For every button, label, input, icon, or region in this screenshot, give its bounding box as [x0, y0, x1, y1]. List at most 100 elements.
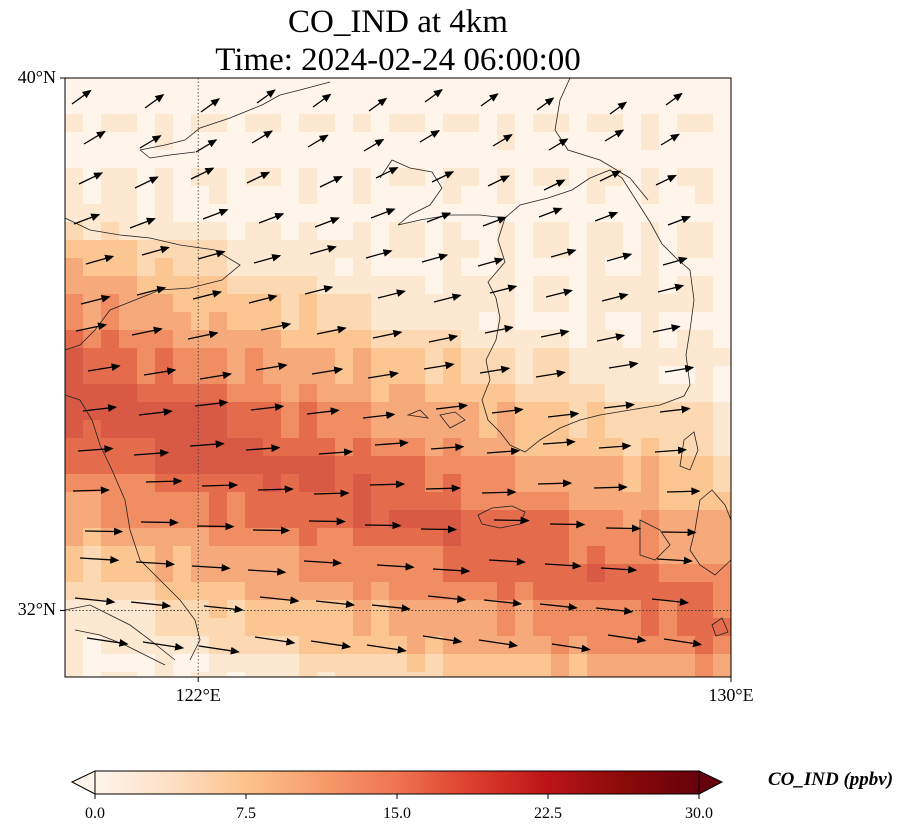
field-cell	[209, 168, 228, 187]
field-cell	[137, 654, 156, 673]
field-cell	[551, 312, 570, 331]
field-cell	[299, 168, 318, 187]
field-cell	[173, 132, 192, 151]
field-cell	[281, 366, 300, 385]
field-cell	[83, 276, 102, 295]
field-cell	[101, 402, 120, 421]
wind-vector	[421, 253, 449, 263]
wind-vector	[492, 134, 513, 147]
wind-vector	[368, 97, 388, 112]
field-cell	[119, 402, 138, 421]
field-cell	[137, 258, 156, 277]
field-cell	[569, 510, 588, 529]
field-cell	[227, 294, 246, 313]
field-cell	[605, 186, 624, 205]
field-cell	[227, 222, 246, 241]
field-cell	[407, 132, 426, 151]
field-cell	[299, 384, 318, 403]
field-cell	[515, 582, 534, 601]
wind-vector	[430, 443, 465, 452]
field-cell	[677, 636, 696, 655]
wind-vector	[131, 326, 163, 336]
field-cell	[407, 582, 426, 601]
field-cell	[191, 132, 210, 151]
field-cell	[173, 150, 192, 169]
field-cell	[245, 636, 264, 655]
wind-vector	[256, 89, 276, 104]
field-cell	[227, 384, 246, 403]
field-cell	[533, 78, 552, 97]
field-cell	[371, 114, 390, 133]
field-cell	[101, 204, 120, 223]
field-cell	[173, 222, 192, 241]
field-cell	[713, 438, 731, 457]
wind-vector	[80, 294, 111, 305]
field-cell	[155, 474, 174, 493]
wind-vector	[258, 213, 285, 224]
field-cell	[551, 438, 570, 457]
field-cell	[371, 672, 390, 677]
field-cell	[209, 528, 228, 547]
field-cell	[623, 258, 642, 277]
field-cell	[209, 474, 228, 493]
field-cell	[569, 150, 588, 169]
field-cell	[443, 132, 462, 151]
field-cell	[65, 312, 84, 331]
field-cell	[137, 618, 156, 637]
field-cell	[245, 384, 264, 403]
field-cell	[425, 654, 444, 673]
field-cell	[623, 276, 642, 295]
field-cell	[461, 438, 480, 457]
field-cell	[173, 582, 192, 601]
field-cell	[623, 510, 642, 529]
field-cell	[713, 384, 731, 403]
field-cell	[137, 564, 156, 583]
field-cell	[371, 546, 390, 565]
field-cell	[101, 654, 120, 673]
field-cell	[263, 258, 282, 277]
wind-vector	[600, 565, 638, 574]
field-cell	[443, 150, 462, 169]
field-cell	[677, 132, 696, 151]
field-cell	[533, 618, 552, 637]
coastline	[65, 78, 731, 666]
field-cell	[299, 348, 318, 367]
field-cell	[677, 402, 696, 421]
field-cell	[515, 636, 534, 655]
field-cell	[389, 636, 408, 655]
field-cell	[335, 348, 354, 367]
field-cell	[641, 132, 660, 151]
wind-vector	[253, 254, 282, 264]
field-cell	[659, 240, 678, 259]
wind-vector	[78, 172, 104, 185]
field-cell	[281, 438, 300, 457]
field-cell	[227, 312, 246, 331]
field-cell	[497, 348, 516, 367]
field-cell	[551, 582, 570, 601]
field-cell	[245, 258, 264, 277]
field-cell	[227, 528, 246, 547]
field-cell	[515, 672, 534, 677]
field-cell	[281, 186, 300, 205]
field-cell	[587, 510, 606, 529]
field-cell	[281, 78, 300, 97]
field-cell	[425, 402, 444, 421]
wind-vector	[187, 330, 219, 340]
field-cell	[479, 456, 498, 475]
field-cell	[659, 348, 678, 367]
field-cell	[497, 114, 516, 133]
field-cell	[461, 96, 480, 115]
field-cell	[605, 222, 624, 241]
wind-vector	[71, 89, 92, 105]
field-cell	[137, 348, 156, 367]
field-cell	[659, 204, 678, 223]
field-cell	[371, 402, 390, 421]
field-cell	[497, 330, 516, 349]
field-cell	[641, 492, 660, 511]
field-cell	[407, 204, 426, 223]
field-cell	[443, 618, 462, 637]
field-cell	[695, 186, 714, 205]
wind-vector	[254, 636, 296, 646]
field-cell	[173, 420, 192, 439]
field-cell	[155, 258, 174, 277]
